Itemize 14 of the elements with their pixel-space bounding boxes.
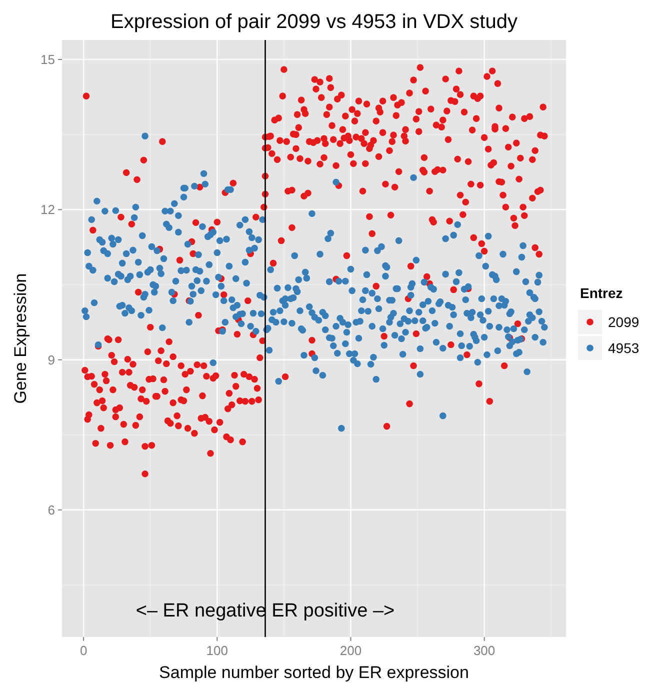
chart-title: Expression of pair 2099 vs 4953 in VDX study: [110, 11, 518, 33]
legend-label: 4953: [608, 340, 640, 356]
x-axis-title: Sample number sorted by ER expression: [159, 663, 469, 682]
y-axis-title: Gene Expression: [11, 273, 30, 404]
y-tick-label: 6: [48, 502, 55, 518]
x-tick-label: 200: [340, 643, 362, 658]
x-tick-label: 100: [206, 643, 228, 658]
x-tick-label: 300: [473, 643, 496, 658]
y-tick-label: 12: [40, 202, 55, 218]
legend-title: Entrez: [580, 285, 623, 301]
x-tick-label: 0: [80, 643, 88, 658]
legend-label: 2099: [608, 314, 640, 330]
y-tick-label: 15: [40, 52, 55, 68]
y-tick-label: 9: [48, 352, 55, 368]
